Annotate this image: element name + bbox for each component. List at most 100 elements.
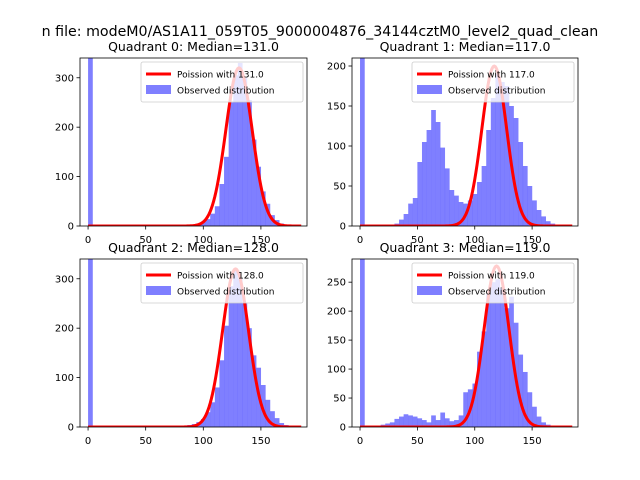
- histogram-bar: [536, 416, 542, 427]
- axes-frame: [79, 57, 308, 227]
- histogram-bar: [532, 200, 537, 226]
- histogram-bar: [499, 82, 505, 226]
- subplot-quadrant-0: 0 50 100 150 0 100 200 300 Quadrant 0: Median=13…: [55, 39, 308, 246]
- legend-line-label: Poission with 128.0: [177, 272, 264, 282]
- histogram-bar: [251, 139, 257, 226]
- x-tick-label: 50: [139, 436, 152, 447]
- histogram-bar: [219, 184, 225, 226]
- histogram-bar: [522, 371, 528, 427]
- histogram-bar: [412, 416, 418, 427]
- axes-frame: [351, 57, 579, 227]
- x-tick-label: 100: [465, 436, 484, 447]
- histogram-bar: [228, 102, 234, 226]
- y-tick-label: 200: [327, 62, 346, 73]
- histogram-bar: [532, 406, 537, 427]
- histogram-bar: [88, 259, 93, 427]
- histogram-bar: [545, 221, 551, 226]
- axes-frame: [351, 258, 579, 428]
- histogram-bar: [426, 130, 432, 226]
- histogram-bar: [403, 414, 409, 427]
- legend-box: [411, 262, 575, 304]
- histogram-bar: [233, 268, 238, 427]
- histogram-bar: [467, 200, 473, 226]
- poisson-curve: [87, 66, 302, 226]
- histogram-bar: [486, 293, 491, 427]
- legend: Poission with 128.0 Observed distribution: [140, 262, 304, 304]
- histogram-bar: [421, 142, 427, 226]
- histogram-bar: [426, 422, 432, 427]
- legend-box: [411, 61, 575, 103]
- histogram-bar: [435, 122, 441, 226]
- histogram-bar: [421, 420, 427, 427]
- legend-line-label: Poission with 119.0: [448, 272, 535, 282]
- subplot-quadrant-1: 0 50 100 150 0 50 100 150 200 Quadrant 1: Median=…: [327, 39, 579, 246]
- x-tick-label: 0: [85, 436, 91, 447]
- histogram-bar: [417, 162, 423, 226]
- histogram-bar: [385, 423, 390, 427]
- histogram-bar: [219, 360, 225, 427]
- histogram-bar: [518, 354, 524, 427]
- histogram-bar: [481, 166, 487, 226]
- histogram-bar: [536, 210, 542, 226]
- histogram-bar: [458, 202, 464, 226]
- y-tick-label: 0: [340, 222, 346, 233]
- histogram-bar: [527, 392, 533, 427]
- histogram-bar: [440, 412, 446, 427]
- legend-line-label: Poission with 131.0: [177, 71, 264, 81]
- histogram-bar: [256, 166, 262, 226]
- y-tick-label: 50: [333, 182, 346, 193]
- legend-bar-label: Observed distribution: [177, 87, 274, 97]
- y-tick-label: 0: [68, 222, 74, 233]
- histogram-bar: [412, 198, 418, 226]
- y-tick-label: 50: [333, 394, 346, 405]
- y-tick-label: 0: [340, 423, 346, 434]
- histogram-bar: [399, 219, 404, 226]
- histogram-bar: [449, 190, 455, 226]
- histogram-bar: [228, 286, 234, 427]
- y-tick-label: 100: [55, 172, 74, 183]
- histogram-bar: [214, 206, 220, 226]
- histogram-bar: [242, 77, 248, 226]
- subplot-title: Quadrant 1: Median=117.0: [380, 39, 551, 54]
- y-tick-label: 150: [327, 102, 346, 113]
- histogram-bar: [214, 387, 220, 427]
- histogram-bar: [394, 418, 400, 427]
- histogram-bar: [417, 418, 423, 427]
- histogram-bar: [265, 399, 271, 427]
- histogram-bar: [509, 296, 514, 427]
- histogram-bar: [431, 110, 436, 226]
- histogram-bar: [408, 415, 413, 427]
- histogram-bar: [463, 392, 468, 427]
- y-tick-label: 300: [55, 73, 74, 84]
- histogram-bar: [237, 62, 243, 226]
- histogram-bar: [454, 195, 459, 226]
- histogram-bar: [449, 421, 455, 427]
- legend-box: [140, 262, 304, 304]
- poisson-curve: [359, 264, 573, 427]
- histogram-bar: [481, 331, 487, 427]
- histogram-bar: [251, 355, 257, 427]
- histogram-bar: [477, 182, 482, 226]
- y-tick-label: 100: [55, 373, 74, 384]
- histogram-bar: [210, 402, 215, 427]
- histogram-bar: [444, 418, 450, 427]
- x-tick-label: 100: [194, 436, 213, 447]
- y-tick-label: 200: [327, 307, 346, 318]
- histogram-bar: [486, 130, 491, 226]
- x-tick-label: 0: [85, 235, 91, 246]
- x-tick-label: 0: [357, 235, 363, 246]
- histogram: [88, 58, 298, 226]
- histogram-bar: [88, 58, 93, 226]
- histogram-bar: [224, 325, 229, 427]
- histogram-bar: [399, 416, 404, 427]
- histogram-bar: [210, 213, 215, 226]
- histogram-bar: [499, 287, 505, 427]
- histogram-bar: [389, 422, 395, 427]
- histogram-bar: [242, 303, 248, 427]
- histogram-bar: [513, 118, 519, 226]
- legend-box: [140, 61, 304, 103]
- histogram-bar: [200, 419, 206, 427]
- histogram-bar: [403, 214, 409, 226]
- histogram-bar: [233, 75, 238, 226]
- histogram-bar: [205, 219, 211, 226]
